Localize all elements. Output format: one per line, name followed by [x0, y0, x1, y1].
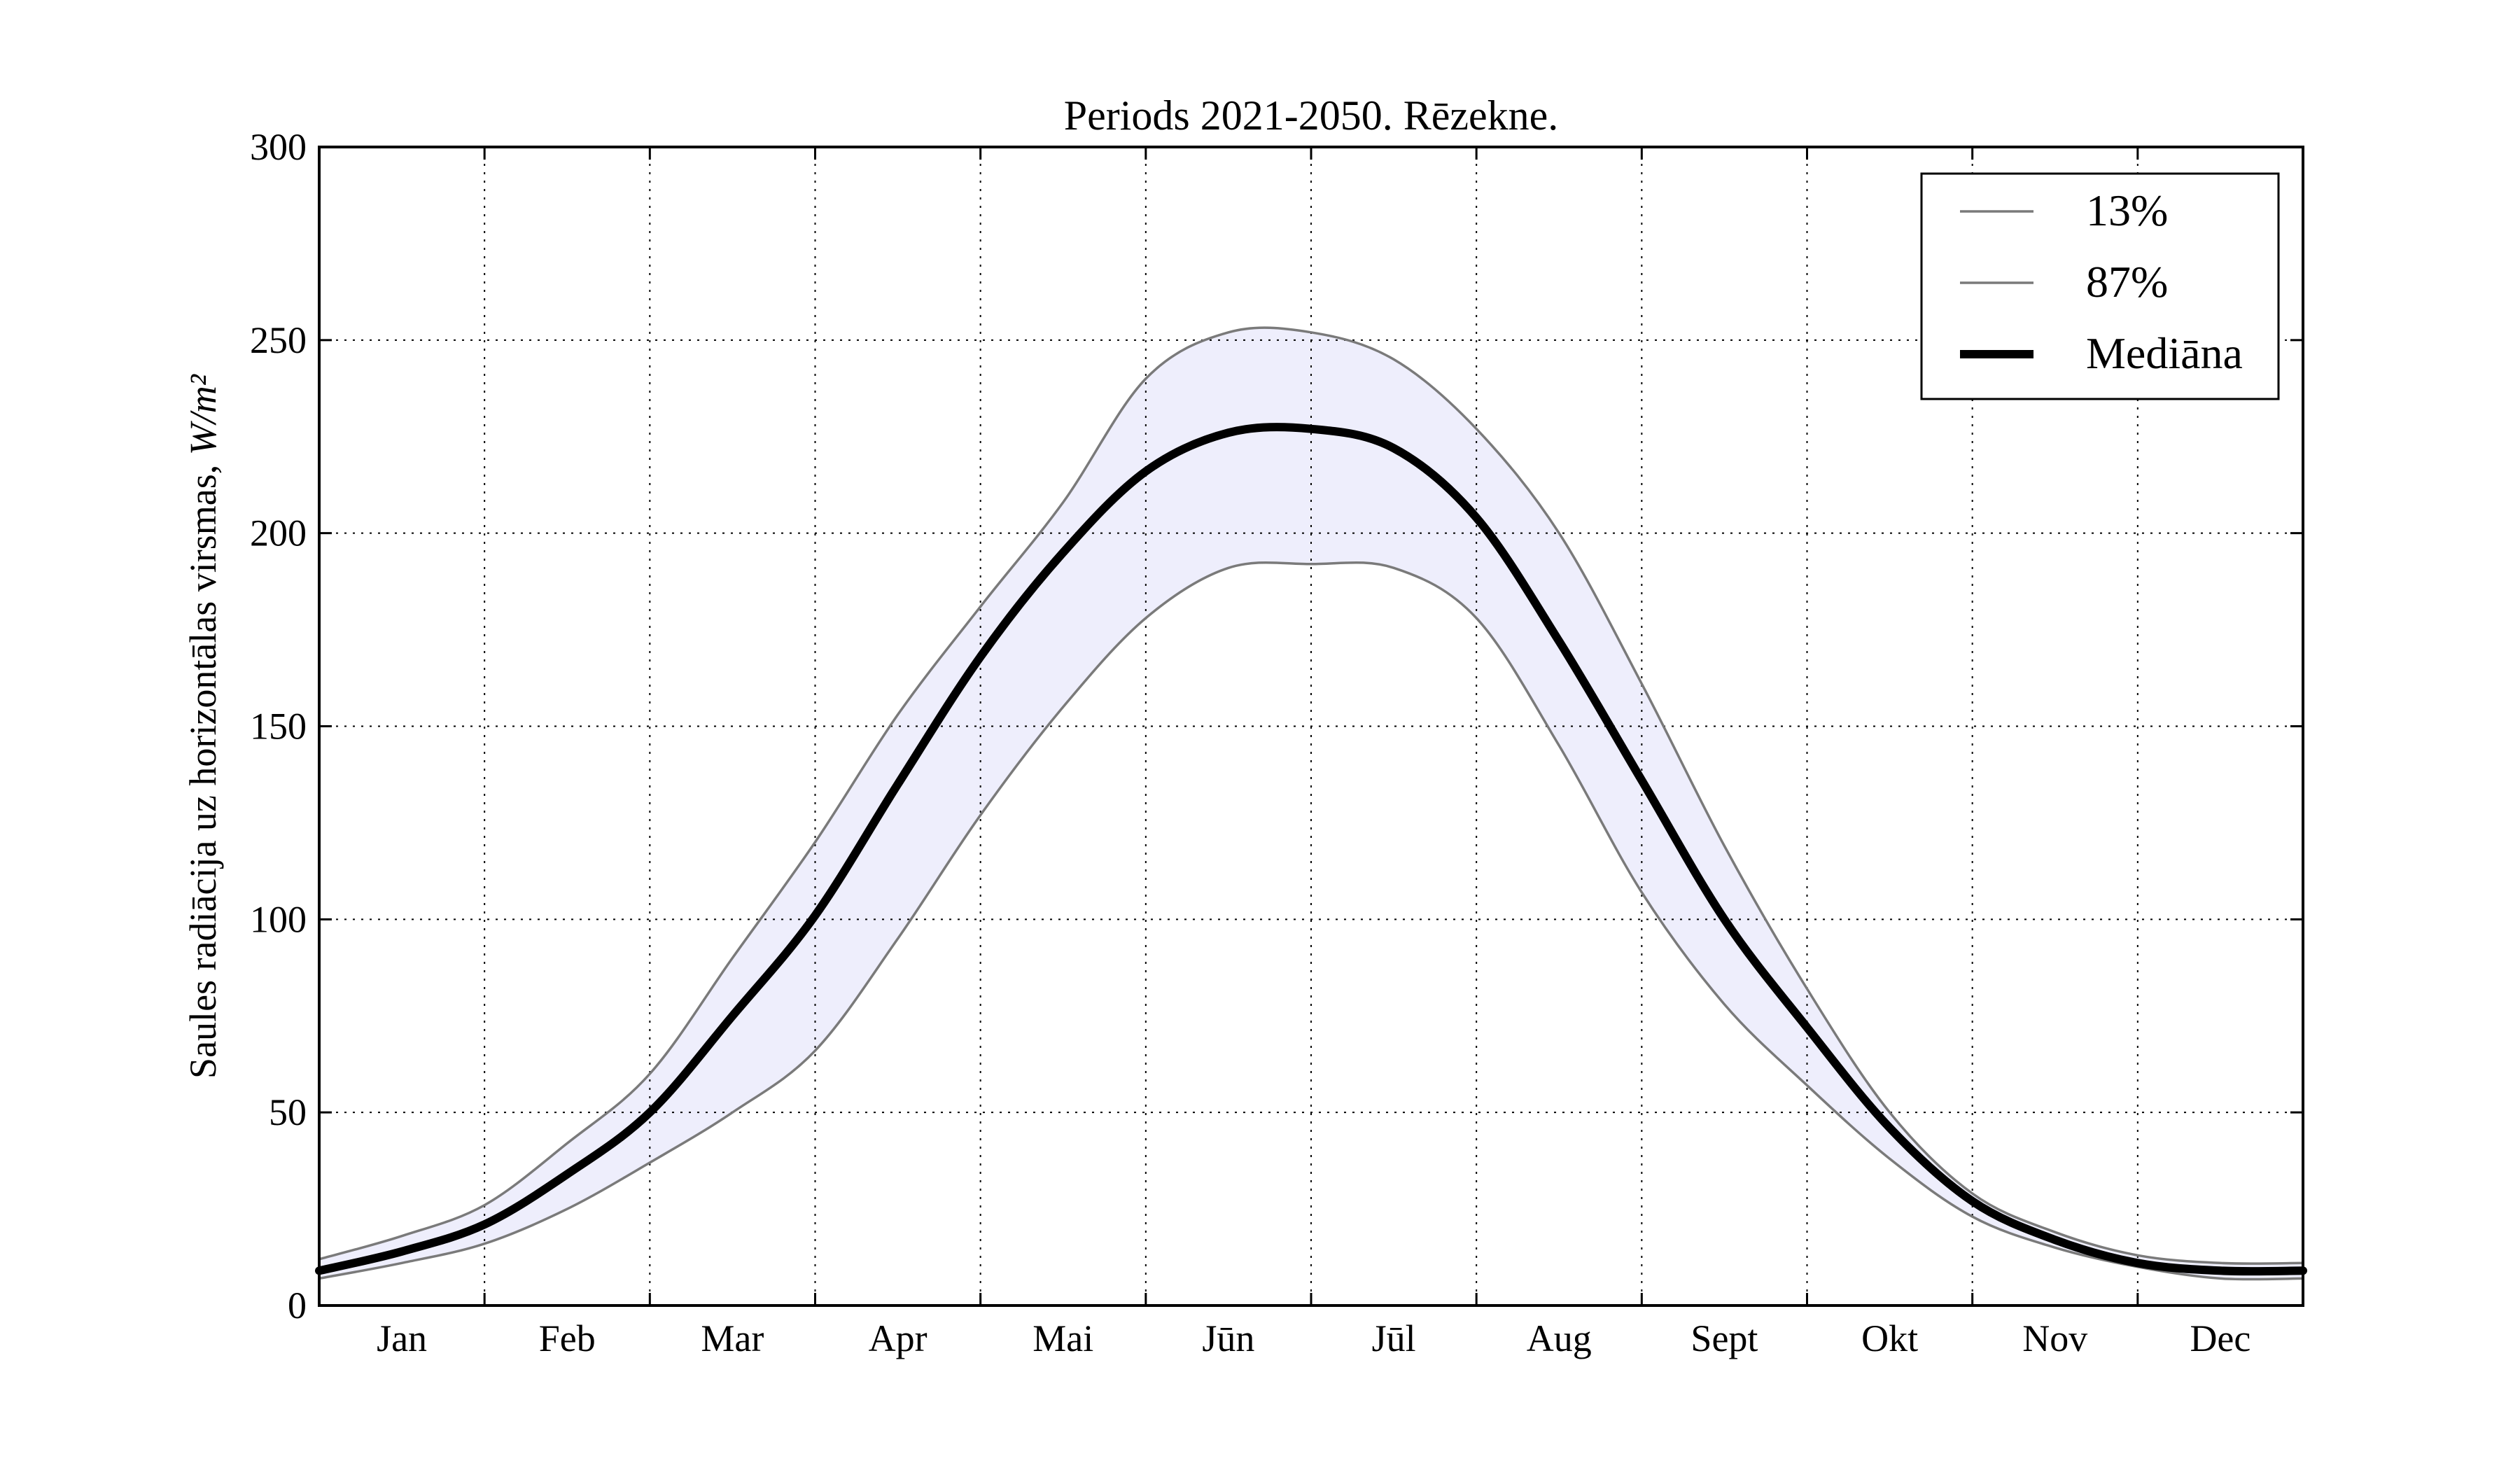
band-fill	[319, 328, 2303, 1280]
y-axis-label-text: Saules radiācija uz horizontālas virsmas…	[182, 455, 224, 1079]
x-tick-label: Dec	[2190, 1317, 2250, 1359]
x-tick-label: Jan	[377, 1317, 427, 1359]
x-tick-label: Aug	[1527, 1317, 1592, 1359]
y-tick-label: 100	[250, 898, 307, 940]
x-tick-label: Mai	[1032, 1317, 1093, 1359]
y-tick-label: 150	[250, 706, 307, 748]
y-tick-label: 0	[288, 1284, 307, 1326]
x-tick-label: Feb	[539, 1317, 596, 1359]
x-tick-label: Apr	[869, 1317, 927, 1359]
y-tick-label: 300	[250, 126, 307, 168]
axis-ticks: 0 50 100 150 200 250 300 Jan Feb Mar Apr Mai Jūn Jūl A…	[250, 126, 2303, 1359]
chart-title: Periods 2021-2050. Rēzekne.	[1064, 92, 1559, 139]
x-tick-label: Mar	[701, 1317, 764, 1359]
legend-label: Mediāna	[2086, 328, 2243, 378]
x-tick-label: Jūl	[1372, 1317, 1416, 1359]
y-tick-label: 200	[250, 512, 307, 554]
legend: 13% 87% Mediāna	[1920, 172, 2280, 400]
series-line-p87	[318, 326, 2304, 1265]
confidence-band	[319, 328, 2303, 1280]
grid	[319, 147, 2303, 1306]
y-tick-label: 50	[269, 1091, 307, 1133]
legend-label: 87%	[2086, 257, 2168, 307]
y-axis-label-unit: W/m²	[182, 374, 224, 455]
series-lines	[315, 326, 2307, 1281]
y-tick-label: 250	[250, 319, 307, 361]
x-tick-label: Jūn	[1202, 1317, 1254, 1359]
y-axis-label: Saules radiācija uz horizontālas virsmas…	[182, 374, 224, 1079]
series-line-p13	[318, 561, 2304, 1281]
x-tick-label: Nov	[2022, 1317, 2087, 1359]
x-tick-label: Okt	[1861, 1317, 1918, 1359]
legend-label: 13%	[2086, 186, 2168, 235]
series-line-median	[315, 423, 2307, 1276]
x-tick-label: Sept	[1690, 1317, 1758, 1359]
